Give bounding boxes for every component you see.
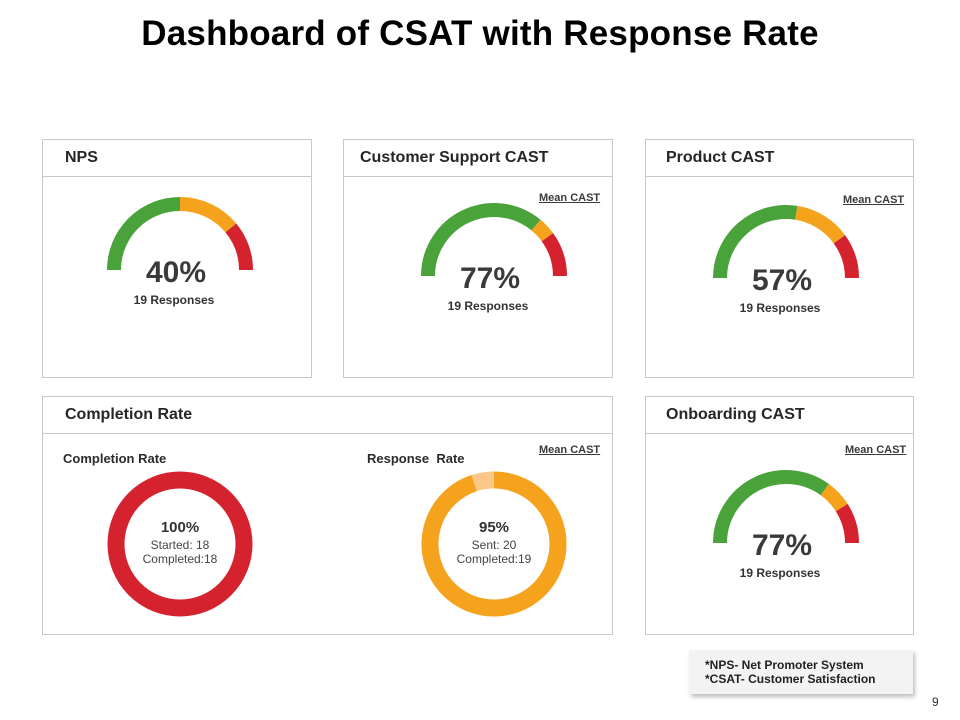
mean-text: Mean <box>843 194 872 206</box>
response-rate-label: Response Rate <box>367 451 465 466</box>
onboarding-card: Onboarding CAST <box>645 396 914 635</box>
page-number: 9 <box>932 695 939 709</box>
cast-text: CAST <box>570 192 601 204</box>
support-card-title: Customer Support CAST <box>344 140 612 177</box>
cast-text: CAST <box>876 444 907 456</box>
cast-text: CAST <box>570 444 601 456</box>
product-card-title: Product CAST <box>646 140 913 177</box>
cast-text: CAST <box>874 194 905 206</box>
nps-card-title: NPS <box>43 140 311 177</box>
completion-mean-link[interactable]: Mean CAST <box>539 444 600 456</box>
support-mean-link[interactable]: Mean CAST <box>539 192 600 204</box>
product-mean-link[interactable]: Mean CAST <box>843 194 904 206</box>
completion-rate-label: Completion Rate <box>63 451 167 466</box>
completion-card-title: Completion Rate <box>43 397 612 434</box>
mean-text: Mean <box>539 444 568 456</box>
footnote-csat: *CSAT- Customer Satisfaction <box>705 672 876 686</box>
product-card: Product CAST <box>645 139 914 378</box>
onboarding-card-title: Onboarding CAST <box>646 397 913 434</box>
mean-text: Mean <box>539 192 568 204</box>
mean-text: Mean <box>845 444 874 456</box>
onboarding-mean-link[interactable]: Mean CAST <box>845 444 906 456</box>
page-title: Dashboard of CSAT with Response Rate <box>141 14 819 53</box>
footnote-box: *NPS- Net Promoter System *CSAT- Custome… <box>689 650 913 694</box>
support-card: Customer Support CAST <box>343 139 613 378</box>
nps-card: NPS <box>42 139 312 378</box>
footnote-nps: *NPS- Net Promoter System <box>705 658 864 672</box>
completion-card: Completion Rate <box>42 396 613 635</box>
